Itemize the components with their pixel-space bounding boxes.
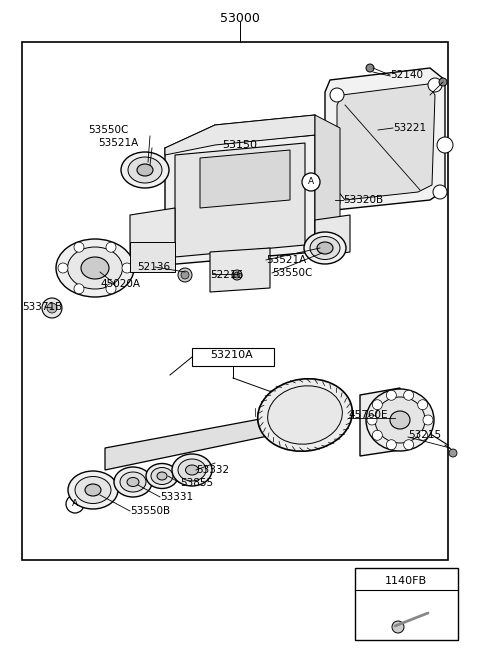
Circle shape xyxy=(404,390,414,400)
Text: 53210A: 53210A xyxy=(211,350,253,360)
Text: 53371B: 53371B xyxy=(22,302,62,312)
Circle shape xyxy=(106,284,116,294)
Text: 53150: 53150 xyxy=(222,140,257,150)
Ellipse shape xyxy=(75,476,111,504)
Bar xyxy=(130,242,175,272)
Text: 53320B: 53320B xyxy=(343,195,383,205)
Ellipse shape xyxy=(81,257,109,279)
Circle shape xyxy=(42,298,62,318)
Circle shape xyxy=(234,272,240,278)
Polygon shape xyxy=(105,405,335,470)
Bar xyxy=(355,568,458,640)
Ellipse shape xyxy=(128,157,162,183)
Ellipse shape xyxy=(146,464,178,489)
Polygon shape xyxy=(315,115,340,252)
Ellipse shape xyxy=(185,465,199,475)
Text: 52136: 52136 xyxy=(137,262,170,272)
Circle shape xyxy=(122,263,132,273)
Circle shape xyxy=(366,64,374,72)
Ellipse shape xyxy=(304,232,346,264)
Bar xyxy=(192,348,274,366)
Circle shape xyxy=(372,400,383,410)
Polygon shape xyxy=(325,68,445,210)
Text: 53521A: 53521A xyxy=(266,255,306,265)
Ellipse shape xyxy=(258,379,352,451)
Ellipse shape xyxy=(68,247,122,289)
Polygon shape xyxy=(165,115,315,155)
Circle shape xyxy=(433,185,447,199)
Ellipse shape xyxy=(310,237,340,260)
Text: 1140FB: 1140FB xyxy=(385,576,427,586)
Text: 53221: 53221 xyxy=(393,123,426,133)
Circle shape xyxy=(66,495,84,513)
Ellipse shape xyxy=(151,468,173,485)
Circle shape xyxy=(367,415,377,425)
Text: 53550C: 53550C xyxy=(88,125,128,135)
Ellipse shape xyxy=(375,397,425,443)
Text: 53331: 53331 xyxy=(160,492,193,502)
Circle shape xyxy=(47,303,57,313)
Circle shape xyxy=(58,263,68,273)
Ellipse shape xyxy=(390,411,410,429)
Circle shape xyxy=(418,400,428,410)
Circle shape xyxy=(106,242,116,252)
Circle shape xyxy=(386,390,396,400)
Circle shape xyxy=(386,440,396,450)
Bar xyxy=(22,42,448,560)
Polygon shape xyxy=(360,388,400,456)
Circle shape xyxy=(392,621,404,633)
Ellipse shape xyxy=(157,472,167,480)
Ellipse shape xyxy=(121,152,169,188)
Circle shape xyxy=(418,430,428,440)
Circle shape xyxy=(439,78,447,86)
Circle shape xyxy=(372,430,383,440)
Circle shape xyxy=(404,440,414,450)
Polygon shape xyxy=(130,208,175,257)
Text: 53215: 53215 xyxy=(408,430,441,440)
Text: A: A xyxy=(72,499,78,508)
Text: 52140: 52140 xyxy=(390,70,423,80)
Ellipse shape xyxy=(68,471,118,509)
Ellipse shape xyxy=(120,472,146,492)
Text: 53550C: 53550C xyxy=(272,268,312,278)
Circle shape xyxy=(74,284,84,294)
Circle shape xyxy=(181,271,189,279)
Ellipse shape xyxy=(85,484,101,496)
Text: 45020A: 45020A xyxy=(100,279,140,289)
Ellipse shape xyxy=(114,467,152,497)
Text: 52216: 52216 xyxy=(210,270,243,280)
Polygon shape xyxy=(175,143,305,257)
Circle shape xyxy=(322,142,338,158)
Ellipse shape xyxy=(127,478,139,487)
Ellipse shape xyxy=(137,164,153,176)
Ellipse shape xyxy=(268,386,342,444)
Polygon shape xyxy=(315,215,350,257)
Text: A: A xyxy=(308,178,314,186)
Circle shape xyxy=(330,88,344,102)
Circle shape xyxy=(423,415,433,425)
Text: 53521A: 53521A xyxy=(98,138,138,148)
Ellipse shape xyxy=(178,459,206,481)
Text: 53332: 53332 xyxy=(196,465,229,475)
Circle shape xyxy=(326,195,340,209)
Ellipse shape xyxy=(172,454,212,486)
Polygon shape xyxy=(200,150,290,208)
Ellipse shape xyxy=(366,389,434,451)
Text: 53000: 53000 xyxy=(220,12,260,24)
Circle shape xyxy=(232,270,242,280)
Text: 53550B: 53550B xyxy=(130,506,170,516)
Polygon shape xyxy=(210,248,270,292)
Ellipse shape xyxy=(317,242,333,254)
Circle shape xyxy=(437,137,453,153)
Text: 45760E: 45760E xyxy=(348,410,387,420)
Circle shape xyxy=(74,242,84,252)
Circle shape xyxy=(428,78,442,92)
Ellipse shape xyxy=(56,239,134,297)
Text: 53855: 53855 xyxy=(180,478,213,488)
Polygon shape xyxy=(165,135,315,265)
Polygon shape xyxy=(337,84,435,200)
Circle shape xyxy=(302,173,320,191)
Circle shape xyxy=(449,449,457,457)
Circle shape xyxy=(178,268,192,282)
